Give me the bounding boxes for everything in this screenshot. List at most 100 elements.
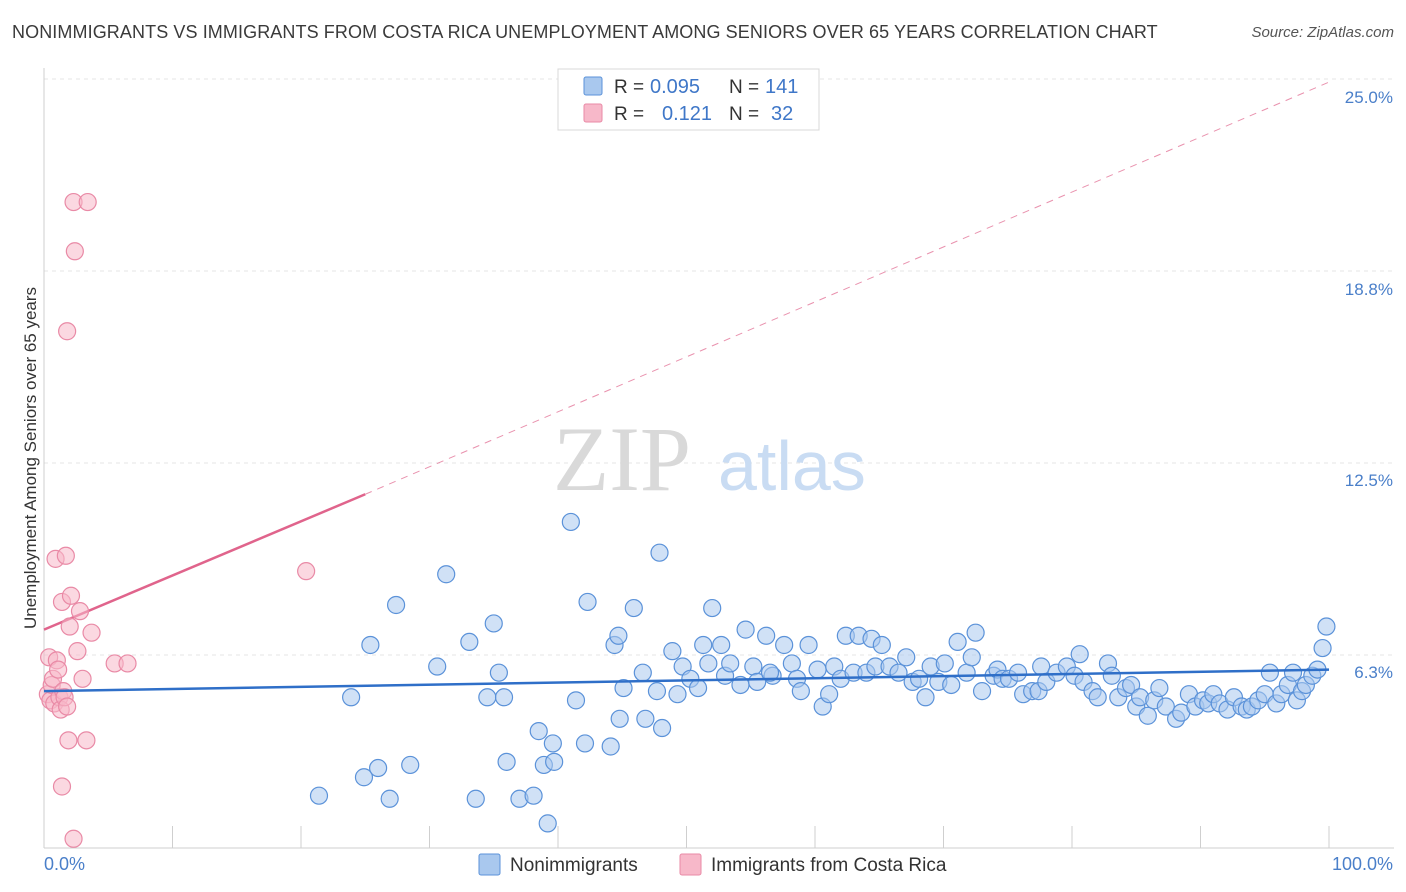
grid [44, 78, 1394, 656]
nonimmigrants-point [744, 657, 763, 676]
stats-r-label-2: R = [614, 104, 644, 125]
nonimmigrants-point [1317, 617, 1336, 636]
y-tick-label-25: 25.0% [1345, 88, 1393, 107]
nonimmigrants-trend-line [43, 668, 1330, 693]
nonimmigrants-point [566, 691, 586, 710]
nonimmigrants-point [428, 657, 447, 676]
nonimmigrants-point [380, 789, 399, 808]
immigrants-point [73, 669, 92, 688]
nonimmigrants-point [872, 635, 891, 655]
nonimmigrants-point [494, 688, 514, 707]
x-tick-marks [43, 826, 1330, 848]
nonimmigrants-point [782, 654, 801, 673]
x-tick-label-min: 0.0% [44, 854, 85, 874]
watermark-atlas: atlas [718, 427, 866, 505]
nonimmigrants-point [1283, 663, 1303, 682]
nonimmigrants-point [775, 635, 794, 655]
nonimmigrants-point [361, 635, 380, 655]
immigrants-point [59, 731, 78, 750]
legend: Nonimmigrants Immigrants from Costa Rica [478, 853, 947, 876]
nonimmigrants-point [497, 752, 516, 771]
stats-r-value-1: 0.095 [650, 76, 700, 98]
immigrants-trend-line [43, 493, 366, 631]
stats-swatch-nonimmigrants [583, 76, 603, 96]
y-tick-label-12-5: 12.5% [1345, 471, 1393, 490]
nonimmigrants-point [791, 682, 810, 701]
nonimmigrants-point [688, 678, 708, 698]
immigrants-point [297, 562, 316, 581]
nonimmigrants-point [663, 642, 682, 661]
immigrants-points [38, 192, 316, 848]
nonimmigrants-point [1156, 697, 1175, 716]
immigrants-point [65, 242, 84, 261]
x-tick-label-max: 100.0% [1332, 854, 1393, 874]
nonimmigrants-point [561, 512, 580, 532]
nonimmigrants-point [489, 663, 508, 682]
immigrants-point [77, 731, 96, 750]
nonimmigrants-point [575, 734, 595, 753]
nonimmigrants-point [609, 626, 628, 645]
immigrants-point [58, 322, 77, 341]
legend-swatch-nonimmigrants [478, 853, 501, 876]
immigrants-point [58, 697, 77, 716]
nonimmigrants-point [543, 734, 562, 753]
stats-swatch-immigrants [583, 103, 603, 123]
nonimmigrants-points [309, 512, 1336, 833]
nonimmigrants-point [1008, 663, 1028, 682]
nonimmigrants-point [703, 598, 722, 618]
nonimmigrants-point [916, 688, 935, 707]
nonimmigrants-point [437, 565, 456, 584]
immigrants-trend-extension [365, 81, 1330, 495]
nonimmigrants-point [614, 678, 633, 698]
nonimmigrants-point [545, 752, 564, 771]
immigrants-point [68, 642, 87, 661]
nonimmigrants-point [647, 682, 667, 701]
nonimmigrants-point [699, 654, 718, 673]
nonimmigrants-trend-group [43, 668, 1330, 693]
nonimmigrants-point [760, 663, 780, 682]
legend-label-immigrants: Immigrants from Costa Rica [711, 855, 947, 876]
nonimmigrants-point [808, 660, 827, 679]
nonimmigrants-point [650, 543, 669, 562]
stats-n-value-1: 141 [765, 76, 798, 98]
immigrants-point [78, 192, 97, 212]
nonimmigrants-point [962, 648, 981, 667]
immigrants-point [56, 546, 75, 565]
stats-box: R = 0.095 N = 141 R = 0.121 N = 32 [557, 68, 820, 131]
nonimmigrants-point [342, 688, 361, 707]
nonimmigrants-point [736, 620, 755, 639]
y-axis-label: Unemployment Among Seniors over 65 years [21, 287, 40, 629]
immigrants-point [52, 777, 72, 796]
nonimmigrants-point [948, 632, 967, 652]
nonimmigrants-point [601, 737, 620, 756]
legend-label-nonimmigrants: Nonimmigrants [510, 855, 638, 876]
nonimmigrants-point [610, 709, 629, 728]
nonimmigrants-point [820, 685, 839, 704]
nonimmigrants-point [578, 592, 597, 612]
nonimmigrants-point [1313, 638, 1332, 658]
nonimmigrants-point [748, 672, 767, 691]
nonimmigrants-point [757, 626, 776, 645]
stats-n-label-1: N = [729, 77, 759, 98]
stats-r-value-2: 0.121 [662, 103, 712, 125]
nonimmigrants-point [624, 598, 643, 618]
nonimmigrants-point [1070, 645, 1089, 664]
nonimmigrants-point [897, 648, 916, 667]
immigrants-point [118, 654, 137, 673]
chart-title: NONIMMIGRANTS VS IMMIGRANTS FROM COSTA R… [12, 22, 1158, 42]
nonimmigrants-point [652, 718, 672, 738]
nonimmigrants-point [799, 635, 818, 655]
nonimmigrants-point [712, 635, 731, 655]
nonimmigrants-point [1138, 706, 1157, 725]
nonimmigrants-point [1088, 688, 1107, 707]
nonimmigrants-point [668, 685, 687, 704]
nonimmigrants-point [401, 755, 420, 775]
y-tick-label-6-3: 6.3% [1354, 663, 1393, 682]
immigrants-point [82, 623, 101, 642]
nonimmigrants-point [538, 814, 557, 833]
nonimmigrants-point [909, 669, 929, 688]
nonimmigrants-point [972, 682, 992, 701]
immigrants-point [70, 602, 90, 621]
nonimmigrants-point [694, 635, 713, 655]
